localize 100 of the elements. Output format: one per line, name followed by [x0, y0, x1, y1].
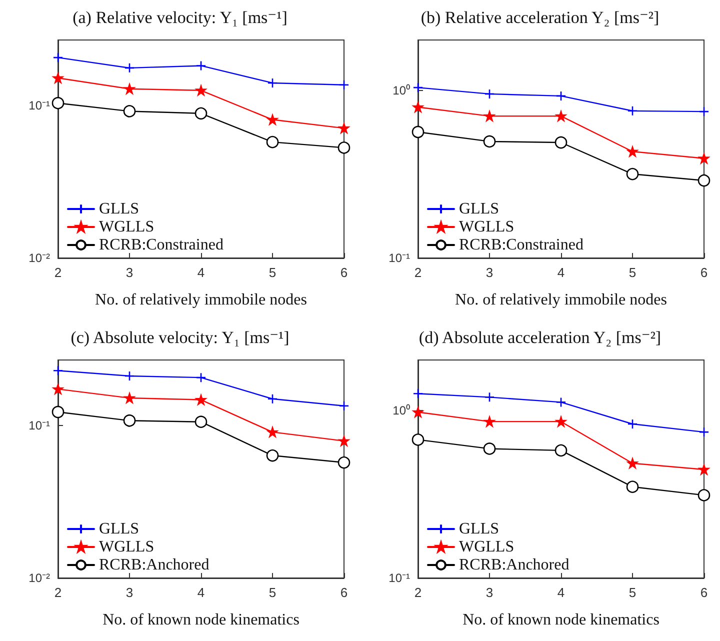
x-tick-label: 6 — [340, 585, 348, 600]
y-tick-label: 10⁻¹ — [28, 98, 50, 113]
legend-label: GLLS — [99, 520, 139, 538]
y-tick-label: 10⁰ — [392, 83, 410, 98]
legend-label: RCRB:Anchored — [459, 556, 570, 574]
point — [124, 392, 135, 404]
point — [554, 136, 568, 149]
point — [338, 436, 350, 446]
legend-label: GLLS — [459, 520, 499, 538]
chart-title: (c) Absolute velocity: Y₁ [ms⁻¹] — [70, 328, 290, 347]
legend-label: WGLLS — [99, 218, 154, 236]
point — [484, 416, 495, 427]
x-tick-label: 4 — [557, 585, 565, 600]
point — [412, 388, 424, 399]
point — [267, 426, 278, 438]
x-tick-label: 2 — [54, 265, 62, 280]
point — [698, 489, 710, 502]
point — [412, 126, 424, 138]
x-tick-label: 3 — [126, 265, 134, 280]
point — [338, 142, 350, 154]
point — [338, 456, 350, 469]
chart-title: (b) Relative acceleration Y₂ [ms⁻²] — [420, 8, 660, 27]
legend-label: RCRB:Constrained — [459, 236, 584, 254]
point — [412, 406, 424, 418]
x-tick-label: 3 — [126, 585, 134, 600]
point — [698, 426, 710, 438]
point — [266, 136, 279, 148]
x-tick-label: 5 — [268, 265, 276, 280]
chart-title: (a) Relative velocity: Y₁ [ms⁻¹] — [72, 8, 288, 27]
x-tick-label: 5 — [628, 585, 636, 600]
legend-label: WGLLS — [459, 218, 514, 236]
x-tick-label: 6 — [340, 265, 348, 280]
x-tick-label: 5 — [268, 585, 276, 600]
point — [196, 394, 206, 405]
point — [483, 442, 496, 455]
point — [52, 96, 64, 110]
x-tick-label: 3 — [486, 585, 494, 600]
legend-label: RCRB:Constrained — [99, 236, 224, 254]
point — [194, 416, 208, 428]
x-tick-label: 2 — [414, 265, 422, 280]
point — [627, 458, 638, 468]
point — [412, 82, 424, 93]
point — [196, 60, 206, 71]
x-tick-label: 3 — [486, 265, 494, 280]
point — [194, 107, 208, 120]
legend-label: WGLLS — [459, 538, 514, 556]
point — [123, 105, 136, 118]
point — [266, 449, 279, 462]
point — [338, 400, 350, 411]
point — [556, 416, 566, 427]
point — [52, 384, 64, 394]
legend-label: GLLS — [459, 200, 499, 218]
point — [626, 480, 639, 493]
y-tick-label: 10⁻¹ — [28, 418, 50, 433]
point — [698, 106, 710, 117]
point — [554, 444, 568, 457]
point — [196, 372, 206, 383]
point — [267, 394, 278, 404]
point — [412, 102, 424, 112]
point — [124, 370, 135, 382]
x-tick-label: 4 — [197, 265, 205, 280]
point — [196, 85, 206, 96]
point — [483, 135, 496, 148]
point — [627, 146, 638, 157]
x-tick-label: 4 — [557, 265, 565, 280]
point — [556, 90, 566, 102]
chart-title: (d) Absolute acceleration Y₂ [ms⁻²] — [418, 328, 662, 347]
point — [484, 110, 495, 122]
point — [267, 114, 278, 125]
y-tick-label: 10⁻¹ — [388, 571, 410, 585]
point — [52, 406, 64, 418]
legend-label: WGLLS — [99, 538, 154, 556]
y-tick-label: 10⁰ — [392, 403, 410, 418]
point — [627, 418, 638, 430]
y-tick-label: 10⁻² — [28, 571, 50, 585]
point — [698, 464, 710, 475]
y-tick-label: 10⁻² — [28, 251, 50, 265]
x-tick-label: 2 — [54, 585, 62, 600]
x-tick-label: 6 — [700, 265, 708, 280]
x-tick-label: 2 — [414, 585, 422, 600]
y-tick-label: 10⁻¹ — [388, 251, 410, 265]
point — [698, 174, 710, 187]
x-axis-title: No. of known node kinematics — [102, 612, 300, 628]
point — [556, 397, 566, 408]
point — [484, 88, 495, 100]
point — [338, 123, 350, 134]
x-axis-title: No. of known node kinematics — [462, 612, 660, 628]
point — [267, 78, 278, 88]
point — [52, 52, 64, 63]
legend-label: GLLS — [99, 200, 139, 218]
point — [52, 72, 64, 84]
legend-label: RCRB:Anchored — [99, 556, 210, 574]
x-axis-title: No. of relatively immobile nodes — [95, 292, 307, 308]
point — [484, 392, 495, 402]
point — [556, 110, 566, 122]
point — [124, 62, 135, 74]
point — [124, 84, 135, 94]
x-tick-label: 4 — [197, 585, 205, 600]
point — [698, 153, 710, 164]
x-axis-title: No. of relatively immobile nodes — [455, 292, 667, 308]
